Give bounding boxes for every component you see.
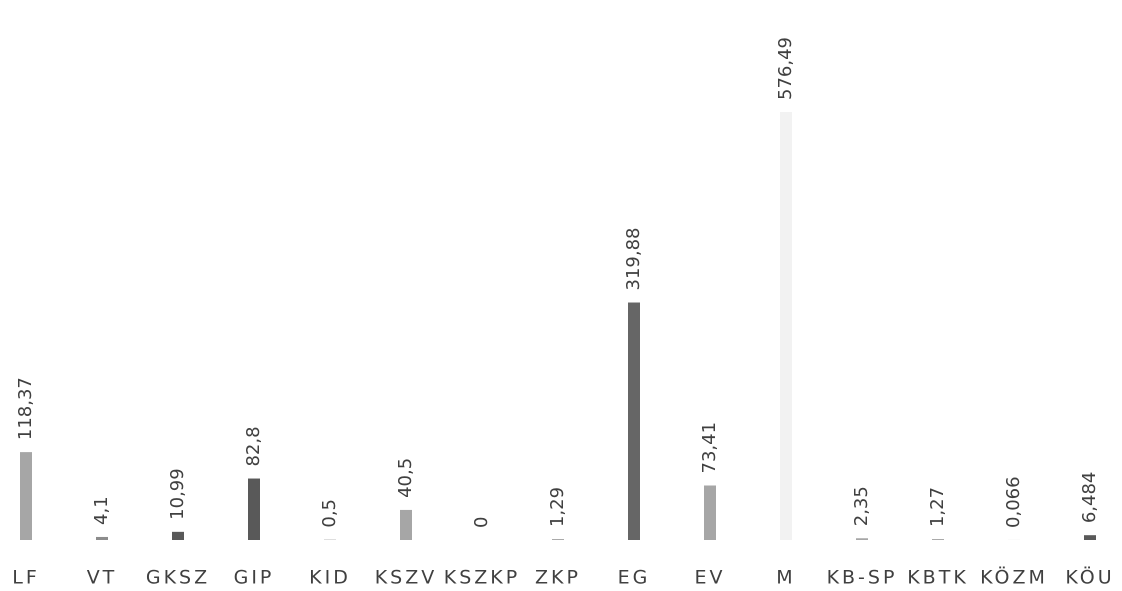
x-tick-label: VT [87,567,118,589]
x-tick-label: KSZV [375,567,438,589]
x-tick-label: EV [694,567,725,589]
bar [96,536,108,540]
x-tick-label: KBTK [907,567,969,589]
value-label: 4,1 [91,496,112,525]
bar [20,452,32,540]
x-tick-label: EG [618,567,651,589]
bar [172,531,184,540]
value-label: 0,066 [1003,476,1024,528]
value-label: 118,37 [15,377,36,440]
x-tick-label: GIP [234,567,275,589]
value-label: 319,88 [623,228,644,291]
value-label: 10,99 [167,468,188,520]
bar [552,539,564,540]
bar [400,509,412,540]
x-tick-label: M [776,567,795,589]
bar [780,112,792,540]
value-label: 6,484 [1079,472,1100,524]
bar [856,538,868,540]
bar [628,302,640,540]
bar [704,485,716,540]
value-label: 1,27 [927,487,948,527]
value-label: 40,5 [395,458,416,498]
value-label: 82,8 [243,426,264,466]
x-tick-label: KID [309,567,351,589]
x-tick-label: GKSZ [146,567,210,589]
x-tick-label: KB-SP [827,567,898,589]
value-label: 0 [471,517,492,528]
x-tick-label: ZKP [535,567,581,589]
bar [248,478,260,540]
bar [1084,535,1096,540]
bar [932,539,944,540]
value-label: 1,29 [547,487,568,527]
x-tick-label: LF [12,567,40,589]
value-label: 0,5 [319,499,340,528]
value-label: 576,49 [775,37,796,100]
x-tick-label: KSZKP [444,567,520,589]
value-label: 73,41 [699,422,720,474]
x-tick-label: KÖZM [980,566,1048,589]
x-tick-label: KÖU [1065,566,1114,589]
value-label: 2,35 [851,486,872,526]
